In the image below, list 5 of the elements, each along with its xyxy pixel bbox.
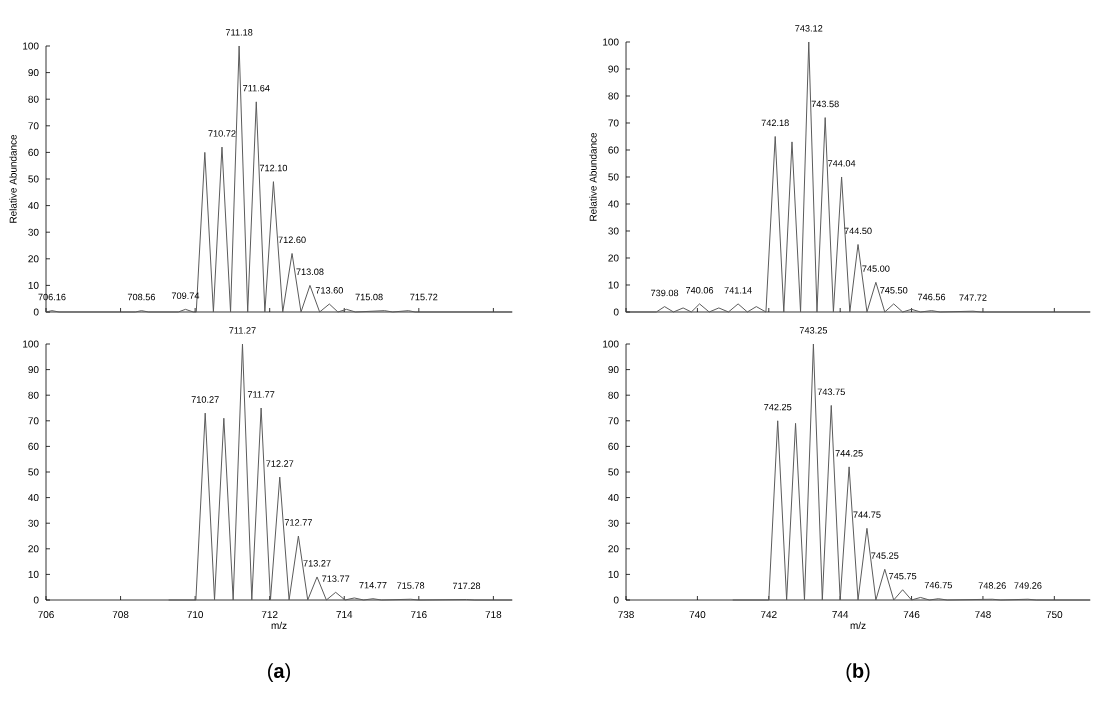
text: (b): [846, 663, 870, 682]
line-series: [625, 41, 1091, 313]
line-series: [168, 343, 513, 601]
line-series: [732, 343, 1091, 601]
text: (a): [268, 663, 291, 682]
